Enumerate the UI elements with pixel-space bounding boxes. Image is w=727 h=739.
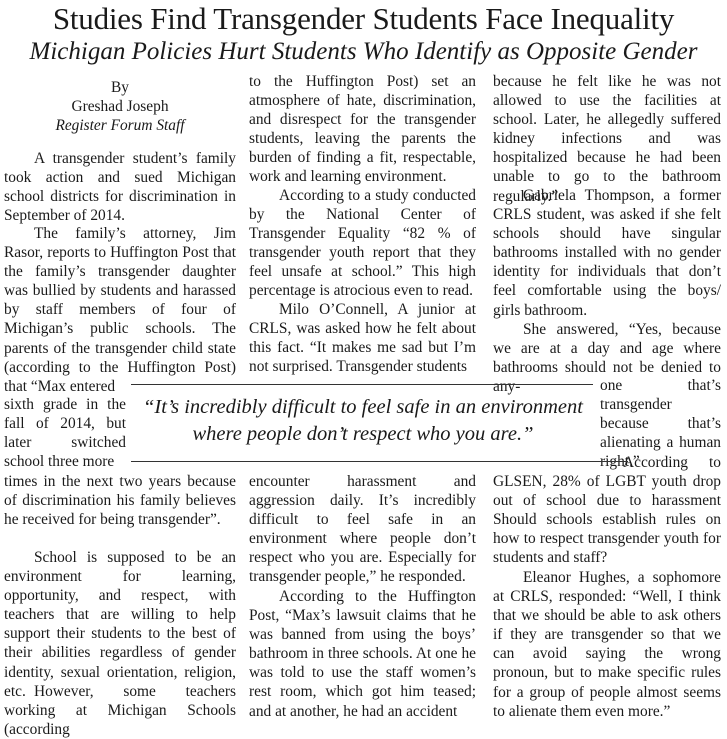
col3-paragraph-3-wrap: one that’s transgender because that’s al… bbox=[600, 377, 721, 471]
col3-paragraph-4: According to GLSEN, 28% of LGBT youth dr… bbox=[493, 454, 721, 567]
pull-quote-top-rule bbox=[131, 384, 593, 385]
headline: Studies Find Transgender Students Face I… bbox=[52, 1, 675, 36]
col1-paragraph-2: The family’s attorney, Jim Rasor, report… bbox=[4, 225, 236, 395]
col3-paragraph-1: because he felt like he was not allowed … bbox=[493, 73, 721, 205]
subheadline: Michigan Policies Hurt Students Who Iden… bbox=[29, 38, 698, 65]
byline-by: By bbox=[111, 79, 129, 96]
pull-quote-line-2: where people don’t respect who you are.” bbox=[192, 423, 534, 445]
pull-quote: “It’s incredibly difficult to feel safe … bbox=[130, 394, 596, 448]
col1-paragraph-4: However, some teachers working at Michig… bbox=[4, 683, 236, 739]
byline-author: Greshad Joseph bbox=[71, 98, 169, 116]
col2-paragraph-4: encounter harassment and aggression dail… bbox=[249, 473, 476, 586]
col3-paragraph-2: Gabriela Thompson, a former CRLS student… bbox=[493, 187, 721, 319]
col1-paragraph-2-cont: times in the next two years because of d… bbox=[4, 473, 236, 529]
col1-paragraph-3: School is supposed to be an environment … bbox=[4, 549, 236, 700]
col3-paragraph-3: She answered, “Yes, because we are at a … bbox=[493, 321, 721, 396]
col1-paragraph-2-wrap: sixth grade in the fall of 2014, but lat… bbox=[4, 396, 126, 471]
col2-paragraph-5: According to the Huffington Post, “Max’s… bbox=[249, 588, 476, 720]
byline: By Greshad Joseph Register Forum Staff bbox=[4, 78, 236, 135]
col2-paragraph-1: to the Huffington Post) set an atmospher… bbox=[249, 73, 476, 186]
col3-paragraph-5: Eleanor Hughes, a sophomore at CRLS, res… bbox=[493, 569, 721, 720]
pull-quote-bottom-rule bbox=[131, 461, 628, 462]
pull-quote-line-1: “It’s incredibly difficult to feel safe … bbox=[143, 396, 583, 418]
col2-paragraph-3: Milo O’Connell, A junior at CRLS, was as… bbox=[249, 301, 476, 376]
col2-paragraph-2: According to a study conducted by the Na… bbox=[249, 187, 476, 300]
col1-paragraph-1: A transgender student’s family took acti… bbox=[4, 150, 236, 225]
byline-staff: Register Forum Staff bbox=[55, 117, 185, 135]
